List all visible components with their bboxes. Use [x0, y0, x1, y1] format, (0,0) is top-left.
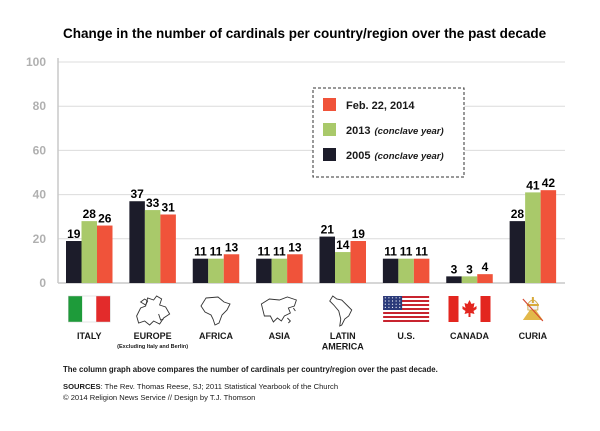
- bar: [477, 274, 493, 283]
- latin-america-map-icon: [329, 295, 353, 327]
- europe-map-icon: [136, 295, 171, 326]
- value-label: 13: [288, 240, 302, 254]
- sources-label: SOURCES: [63, 382, 101, 391]
- value-label: 42: [542, 176, 556, 190]
- us-flag-icon: [383, 296, 430, 322]
- bar: [192, 258, 209, 283]
- category-label: CURIA: [519, 331, 548, 341]
- value-label: 19: [67, 227, 81, 241]
- footer-credit: © 2014 Religion News Service // Design b…: [63, 393, 255, 402]
- footer-sources: SOURCES: The Rev. Thomas Reese, SJ; 2011…: [63, 382, 338, 391]
- value-label: 14: [336, 238, 350, 252]
- bar: [66, 241, 82, 283]
- europe-note: (Excluding Italy and Berlin): [117, 344, 188, 350]
- value-label: 11: [400, 245, 413, 259]
- legend-box: [312, 87, 465, 178]
- bar: [256, 258, 272, 283]
- y-tick-label: 100: [26, 55, 46, 69]
- africa-map-icon: [200, 296, 231, 326]
- bar: [271, 258, 288, 283]
- legend: Feb. 22, 2014 2013 (conclave year) 2005 (con…: [312, 87, 465, 178]
- value-label: 37: [130, 187, 144, 201]
- value-label: 33: [146, 196, 160, 210]
- value-label: 11: [415, 245, 428, 259]
- legend-swatch: [323, 123, 336, 136]
- bar: [160, 214, 176, 283]
- value-label: 13: [225, 240, 239, 254]
- bar: [540, 190, 557, 283]
- category-label: CANADA: [450, 331, 489, 341]
- category-labels: ITALY EUROPE (Excluding Italy and Berlin) A…: [77, 331, 548, 352]
- category-label: AFRICA: [199, 331, 233, 341]
- bar: [287, 254, 303, 283]
- value-label: 11: [194, 245, 207, 259]
- bar: [129, 201, 145, 283]
- legend-swatch: [323, 148, 336, 161]
- value-label: 3: [451, 262, 458, 276]
- italy-flag-icon: [68, 295, 111, 323]
- bars: [66, 190, 557, 283]
- legend-label: Feb. 22, 2014: [346, 100, 415, 112]
- value-label: 28: [83, 207, 97, 221]
- bar: [81, 221, 97, 283]
- bar: [319, 236, 335, 283]
- chart-title: Change in the number of cardinals per co…: [63, 26, 547, 41]
- value-label: 31: [161, 200, 175, 214]
- value-label: 3: [466, 262, 473, 276]
- bar: [525, 192, 541, 283]
- value-label: 11: [273, 245, 286, 259]
- bar: [335, 252, 351, 283]
- category-label: EUROPE: [134, 331, 172, 341]
- bar: [144, 210, 161, 283]
- bar: [413, 258, 430, 283]
- y-tick-label: 0: [39, 276, 46, 290]
- bar: [208, 258, 224, 283]
- canada-flag-icon: [448, 296, 491, 322]
- papal-emblem-icon: [522, 297, 544, 322]
- legend-swatch: [323, 98, 336, 111]
- y-tick-label: 80: [33, 99, 47, 113]
- bar: [382, 258, 399, 283]
- value-label: 21: [321, 223, 335, 237]
- grid-lines: [58, 61, 565, 240]
- legend-label: 2013 (conclave year): [346, 125, 444, 137]
- category-label: U.S.: [397, 331, 415, 341]
- category-label: ITALY: [77, 331, 102, 341]
- legend-label: 2005 (conclave year): [346, 150, 444, 162]
- y-tick-label: 40: [33, 188, 47, 202]
- value-label: 28: [511, 207, 525, 221]
- footer-caption: The column graph above compares the numb…: [63, 365, 438, 374]
- bar: [97, 225, 113, 283]
- value-label: 41: [526, 178, 540, 192]
- y-tick-label: 20: [33, 232, 47, 246]
- bar: [509, 221, 526, 283]
- bar: [446, 276, 462, 283]
- asia-map-icon: [260, 296, 297, 324]
- y-tick-label: 60: [33, 143, 47, 157]
- value-label: 11: [384, 245, 397, 259]
- bar: [223, 254, 240, 283]
- category-label: ASIA: [269, 331, 291, 341]
- sources-text: : The Rev. Thomas Reese, SJ; 2011 Statis…: [101, 382, 339, 391]
- bar: [350, 241, 366, 283]
- value-label: 11: [258, 245, 271, 259]
- bar: [398, 258, 414, 283]
- value-label: 11: [210, 245, 223, 259]
- category-label: LATIN AMERICA: [322, 331, 364, 352]
- value-label: 19: [352, 227, 366, 241]
- value-label: 4: [482, 260, 489, 274]
- category-icons: [68, 295, 544, 327]
- bar: [461, 276, 478, 283]
- value-label: 26: [98, 212, 112, 226]
